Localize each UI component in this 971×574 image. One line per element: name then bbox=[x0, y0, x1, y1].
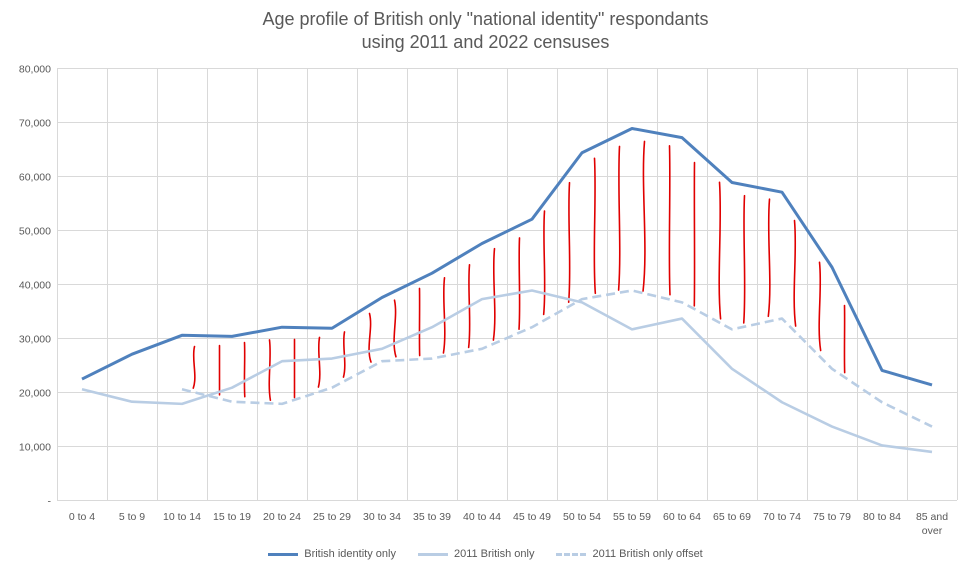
x-tick-label: 55 to 59 bbox=[613, 511, 651, 523]
annotation-stroke bbox=[642, 140, 646, 292]
annotation-stroke bbox=[342, 331, 346, 378]
x-tick-label: 30 to 34 bbox=[363, 511, 401, 523]
annotation-stroke bbox=[617, 145, 621, 291]
x-tick-label: 15 to 19 bbox=[213, 511, 251, 523]
annotation-stroke bbox=[518, 237, 521, 330]
legend-label: British identity only bbox=[304, 548, 396, 560]
annotation-stroke bbox=[393, 299, 397, 358]
x-tick-label: 0 to 4 bbox=[69, 511, 95, 523]
x-tick-label: 80 to 84 bbox=[863, 511, 901, 523]
x-tick-label: 60 to 64 bbox=[663, 511, 701, 523]
legend: British identity only 2011 British only … bbox=[0, 548, 971, 560]
annotation-stroke bbox=[818, 261, 822, 352]
x-tick-label: 40 to 44 bbox=[463, 511, 501, 523]
annotation-stroke bbox=[268, 339, 272, 402]
annotation-stroke bbox=[668, 145, 671, 296]
x-tick-label: 10 to 14 bbox=[163, 511, 201, 523]
red-annotation-strokes bbox=[192, 140, 846, 402]
y-tick-label: 50,000 bbox=[19, 226, 51, 238]
series-line-2011-british-only-offset bbox=[181, 289, 933, 428]
chart-title: Age profile of British only "national id… bbox=[0, 8, 971, 54]
y-tick-label: 70,000 bbox=[19, 118, 51, 130]
annotation-stroke bbox=[442, 277, 446, 354]
x-tick-label: 45 to 49 bbox=[513, 511, 551, 523]
x-tick-label: 35 to 39 bbox=[413, 511, 451, 523]
series-line-british-identity-only bbox=[81, 126, 933, 387]
y-tick-label: 30,000 bbox=[19, 334, 51, 346]
annotation-stroke bbox=[542, 210, 546, 316]
annotation-stroke bbox=[368, 312, 372, 363]
x-tick-label: 85 and over bbox=[916, 511, 948, 537]
x-tick-label: 20 to 24 bbox=[263, 511, 301, 523]
annotation-stroke bbox=[192, 345, 196, 389]
legend-item-2011-british-only: 2011 British only bbox=[417, 548, 535, 560]
legend-label: 2011 British only bbox=[453, 548, 535, 560]
y-tick-label: 80,000 bbox=[19, 64, 51, 76]
x-tick-label: 5 to 9 bbox=[119, 511, 145, 523]
x-tick-label: 50 to 54 bbox=[563, 511, 601, 523]
y-tick-label: - bbox=[48, 496, 52, 508]
legend-swatch-solid-dark bbox=[268, 552, 299, 556]
annotation-stroke bbox=[742, 194, 746, 324]
annotation-stroke bbox=[718, 181, 722, 320]
legend-item-2011-british-only-offset: 2011 British only offset bbox=[556, 548, 703, 560]
x-tick-label: 70 to 74 bbox=[763, 511, 801, 523]
series-line-2011-british-only bbox=[81, 289, 933, 454]
legend-swatch-solid-light bbox=[417, 552, 448, 556]
annotation-stroke bbox=[492, 247, 496, 341]
annotation-stroke bbox=[793, 219, 797, 327]
annotation-stroke bbox=[317, 336, 321, 388]
annotation-stroke bbox=[567, 181, 571, 304]
series-lines bbox=[81, 126, 933, 454]
x-tick-label: 75 to 79 bbox=[813, 511, 851, 523]
y-tick-label: 20,000 bbox=[19, 388, 51, 400]
x-tick-label: 25 to 29 bbox=[313, 511, 351, 523]
chart-title-line-1: Age profile of British only "national id… bbox=[262, 9, 709, 29]
legend-item-british-identity-only: British identity only bbox=[268, 548, 396, 560]
legend-label: 2011 British only offset bbox=[592, 548, 703, 560]
gridlines bbox=[57, 68, 958, 501]
annotation-stroke bbox=[767, 198, 771, 318]
y-axis-ticks: - 10,000 20,000 30,000 40,000 50,000 60,000 70,… bbox=[19, 64, 52, 508]
annotation-stroke bbox=[593, 157, 597, 295]
y-tick-label: 40,000 bbox=[19, 280, 51, 292]
x-axis-ticks: 0 to 4 5 to 9 10 to 14 15 to 19 20 to 24 25 t… bbox=[69, 511, 948, 537]
y-tick-label: 10,000 bbox=[19, 442, 51, 454]
chart-title-line-2: using 2011 and 2022 censuses bbox=[361, 32, 610, 52]
legend-swatch-dashed-light bbox=[556, 552, 587, 556]
y-tick-label: 60,000 bbox=[19, 172, 51, 184]
x-tick-label: 65 to 69 bbox=[713, 511, 751, 523]
